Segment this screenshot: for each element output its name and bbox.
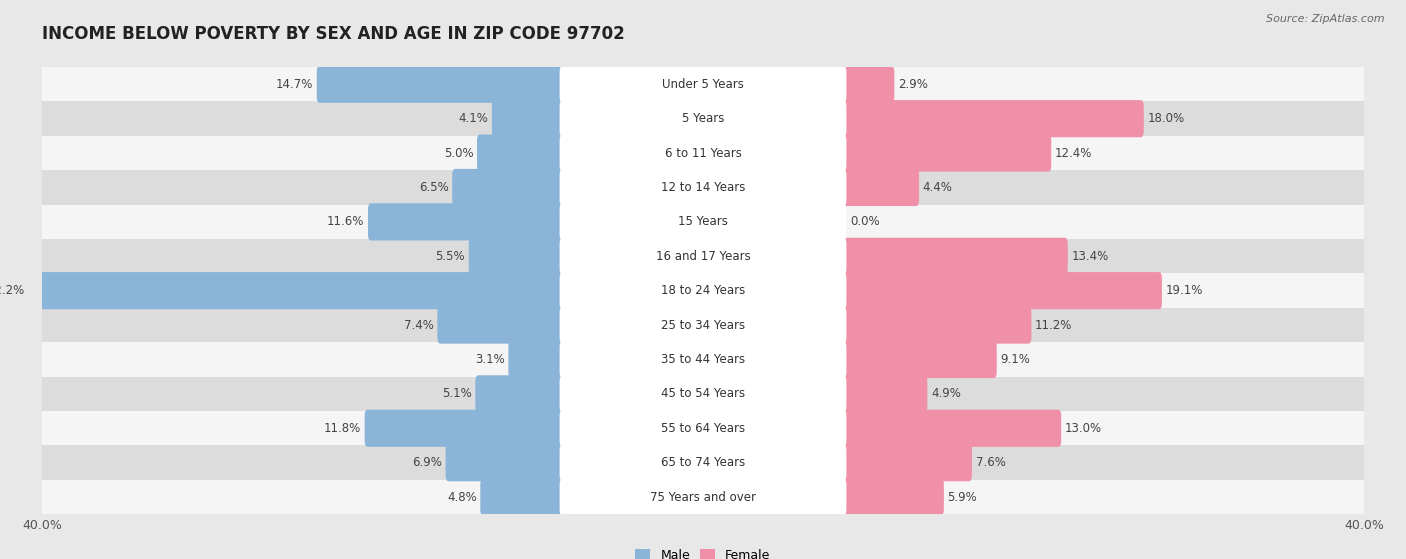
Bar xyxy=(42,446,1364,480)
Text: 5.5%: 5.5% xyxy=(436,250,465,263)
FancyBboxPatch shape xyxy=(841,306,1032,344)
Text: 6.9%: 6.9% xyxy=(412,456,441,469)
Bar xyxy=(42,136,1364,170)
FancyBboxPatch shape xyxy=(841,66,894,103)
FancyBboxPatch shape xyxy=(316,66,565,103)
FancyBboxPatch shape xyxy=(437,306,565,344)
Bar xyxy=(42,239,1364,273)
FancyBboxPatch shape xyxy=(560,410,846,447)
Bar xyxy=(42,102,1364,136)
Text: 5.9%: 5.9% xyxy=(948,491,977,504)
FancyBboxPatch shape xyxy=(560,238,846,275)
Text: 18 to 24 Years: 18 to 24 Years xyxy=(661,284,745,297)
Text: 6 to 11 Years: 6 to 11 Years xyxy=(665,146,741,159)
Text: INCOME BELOW POVERTY BY SEX AND AGE IN ZIP CODE 97702: INCOME BELOW POVERTY BY SEX AND AGE IN Z… xyxy=(42,25,624,43)
FancyBboxPatch shape xyxy=(560,375,846,413)
FancyBboxPatch shape xyxy=(453,169,565,206)
FancyBboxPatch shape xyxy=(841,410,1062,447)
Text: 4.9%: 4.9% xyxy=(931,387,960,400)
Text: 14.7%: 14.7% xyxy=(276,78,314,91)
Text: 4.8%: 4.8% xyxy=(447,491,477,504)
FancyBboxPatch shape xyxy=(560,135,846,172)
FancyBboxPatch shape xyxy=(468,238,565,275)
FancyBboxPatch shape xyxy=(560,169,846,206)
Bar xyxy=(42,205,1364,239)
FancyBboxPatch shape xyxy=(560,306,846,344)
Text: 4.4%: 4.4% xyxy=(922,181,953,194)
FancyBboxPatch shape xyxy=(841,169,920,206)
Text: 18.0%: 18.0% xyxy=(1147,112,1184,125)
Text: 13.0%: 13.0% xyxy=(1064,422,1102,435)
FancyBboxPatch shape xyxy=(841,272,1161,309)
FancyBboxPatch shape xyxy=(475,375,565,413)
Bar xyxy=(42,67,1364,102)
Text: 25 to 34 Years: 25 to 34 Years xyxy=(661,319,745,331)
Text: 0.0%: 0.0% xyxy=(851,215,880,229)
Bar xyxy=(42,480,1364,514)
FancyBboxPatch shape xyxy=(560,203,846,240)
Text: 65 to 74 Years: 65 to 74 Years xyxy=(661,456,745,469)
Text: Under 5 Years: Under 5 Years xyxy=(662,78,744,91)
Text: 75 Years and over: 75 Years and over xyxy=(650,491,756,504)
Text: 12 to 14 Years: 12 to 14 Years xyxy=(661,181,745,194)
Bar xyxy=(42,377,1364,411)
Text: 45 to 54 Years: 45 to 54 Years xyxy=(661,387,745,400)
FancyBboxPatch shape xyxy=(560,100,846,138)
Text: 9.1%: 9.1% xyxy=(1001,353,1031,366)
Text: 6.5%: 6.5% xyxy=(419,181,449,194)
Text: 12.4%: 12.4% xyxy=(1054,146,1092,159)
Text: 32.2%: 32.2% xyxy=(0,284,24,297)
Text: 19.1%: 19.1% xyxy=(1166,284,1204,297)
FancyBboxPatch shape xyxy=(364,410,565,447)
Bar xyxy=(42,273,1364,308)
FancyBboxPatch shape xyxy=(560,479,846,515)
FancyBboxPatch shape xyxy=(368,203,565,240)
FancyBboxPatch shape xyxy=(492,100,565,138)
Text: 11.2%: 11.2% xyxy=(1035,319,1073,331)
Text: 5.1%: 5.1% xyxy=(441,387,471,400)
FancyBboxPatch shape xyxy=(477,135,565,172)
FancyBboxPatch shape xyxy=(841,444,972,481)
Bar xyxy=(42,342,1364,377)
Text: 16 and 17 Years: 16 and 17 Years xyxy=(655,250,751,263)
Text: 15 Years: 15 Years xyxy=(678,215,728,229)
Bar xyxy=(42,170,1364,205)
FancyBboxPatch shape xyxy=(841,100,1143,138)
Text: 13.4%: 13.4% xyxy=(1071,250,1109,263)
FancyBboxPatch shape xyxy=(560,66,846,103)
Text: 7.6%: 7.6% xyxy=(976,456,1005,469)
Text: 7.4%: 7.4% xyxy=(404,319,433,331)
Text: 55 to 64 Years: 55 to 64 Years xyxy=(661,422,745,435)
FancyBboxPatch shape xyxy=(560,444,846,481)
Text: Source: ZipAtlas.com: Source: ZipAtlas.com xyxy=(1267,14,1385,24)
Text: 35 to 44 Years: 35 to 44 Years xyxy=(661,353,745,366)
FancyBboxPatch shape xyxy=(841,479,943,515)
FancyBboxPatch shape xyxy=(841,341,997,378)
FancyBboxPatch shape xyxy=(841,135,1052,172)
Text: 4.1%: 4.1% xyxy=(458,112,488,125)
Bar xyxy=(42,411,1364,446)
FancyBboxPatch shape xyxy=(28,272,565,309)
FancyBboxPatch shape xyxy=(841,375,928,413)
Text: 11.6%: 11.6% xyxy=(328,215,364,229)
FancyBboxPatch shape xyxy=(560,341,846,378)
Text: 5.0%: 5.0% xyxy=(444,146,474,159)
Text: 2.9%: 2.9% xyxy=(898,78,928,91)
FancyBboxPatch shape xyxy=(509,341,565,378)
FancyBboxPatch shape xyxy=(446,444,565,481)
Text: 3.1%: 3.1% xyxy=(475,353,505,366)
FancyBboxPatch shape xyxy=(841,238,1067,275)
Text: 5 Years: 5 Years xyxy=(682,112,724,125)
Bar xyxy=(42,308,1364,342)
Legend: Male, Female: Male, Female xyxy=(636,549,770,559)
FancyBboxPatch shape xyxy=(560,272,846,309)
Text: 11.8%: 11.8% xyxy=(323,422,361,435)
FancyBboxPatch shape xyxy=(481,479,565,515)
